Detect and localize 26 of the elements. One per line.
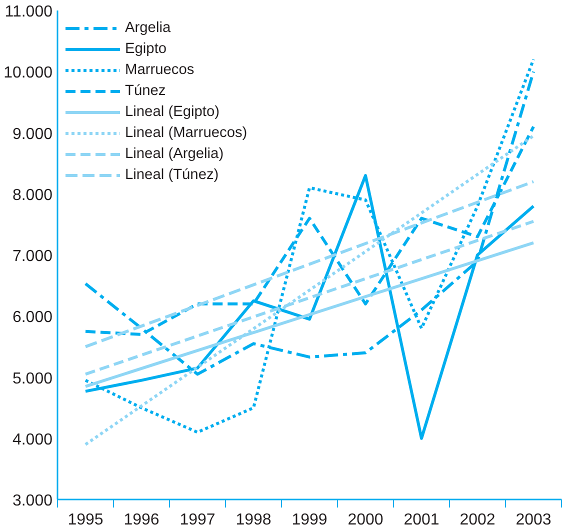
x-tick-label: 2001 bbox=[404, 512, 440, 527]
x-tick-label: 1999 bbox=[292, 512, 328, 527]
y-tick-label: 7.000 bbox=[12, 248, 53, 265]
legend-label: Egipto bbox=[125, 41, 167, 57]
legend-label: Lineal (Egipto) bbox=[125, 104, 220, 120]
legend-label: Lineal (Argelia) bbox=[125, 146, 224, 162]
x-tick-label: 1995 bbox=[68, 512, 104, 527]
y-tick-label: 5.000 bbox=[12, 370, 53, 388]
y-tick-label: 6.000 bbox=[12, 309, 53, 326]
y-tick-label: 10.000 bbox=[4, 64, 53, 82]
legend-label: Túnez bbox=[125, 83, 166, 99]
legend-label: Lineal (Túnez) bbox=[125, 167, 219, 183]
legend-label: Marruecos bbox=[125, 62, 194, 78]
y-tick-label: 9.000 bbox=[12, 126, 53, 143]
x-tick-label: 1996 bbox=[124, 512, 160, 527]
y-tick-label: 8.000 bbox=[12, 186, 53, 204]
x-tick-label: 1997 bbox=[180, 512, 216, 527]
x-tick-label: 1998 bbox=[236, 512, 272, 527]
legend-label: Argelia bbox=[125, 20, 171, 36]
y-tick-label: 4.000 bbox=[12, 431, 53, 448]
y-tick-label: 3.000 bbox=[12, 492, 53, 510]
y-tick-label: 11.000 bbox=[4, 4, 53, 20]
legend-label: Lineal (Marruecos) bbox=[125, 125, 248, 141]
x-tick-label: 2000 bbox=[348, 512, 384, 527]
x-tick-label: 2002 bbox=[460, 512, 496, 527]
x-tick-label: 2003 bbox=[516, 512, 552, 527]
